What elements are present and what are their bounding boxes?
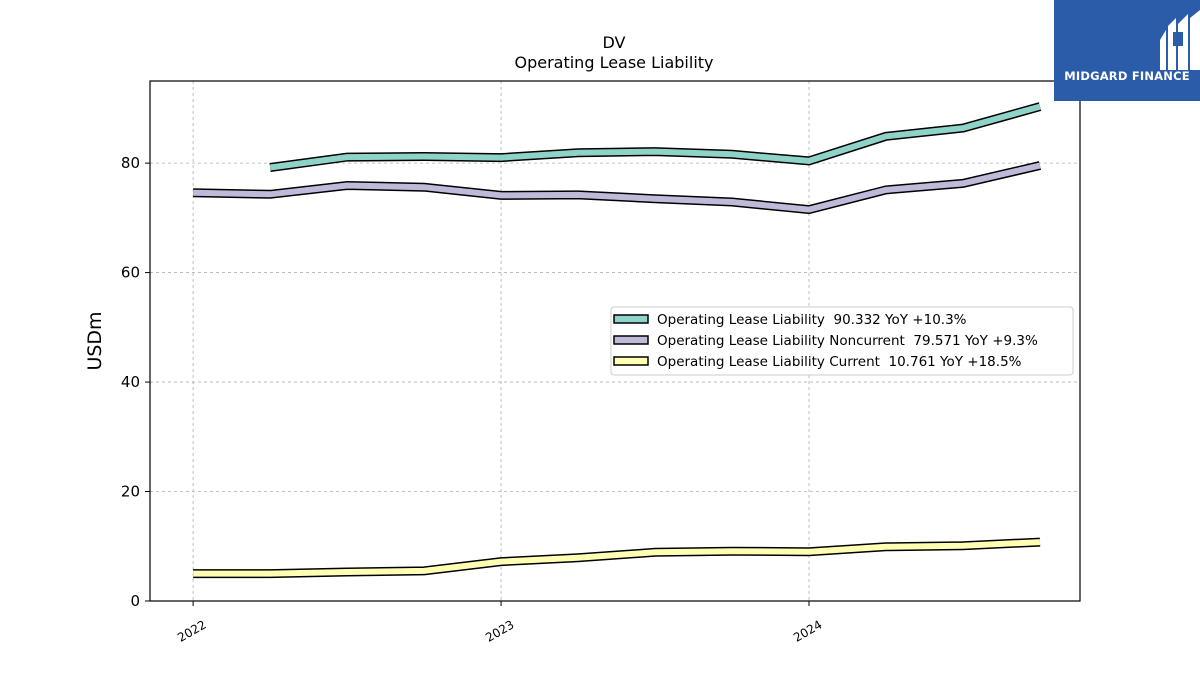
y-tick-label: 40 <box>121 373 140 391</box>
y-tick-label: 60 <box>121 264 140 282</box>
y-tick-label: 0 <box>130 592 140 610</box>
legend-label: Operating Lease Liability 90.332 YoY +10… <box>657 312 967 328</box>
brand-logo: MIDGARD FINANCE <box>1054 0 1200 101</box>
legend-box <box>610 306 1074 376</box>
chart-title: DV <box>603 33 626 52</box>
series-line <box>193 539 1041 577</box>
legend-swatch <box>613 356 649 366</box>
y-tick-label: 20 <box>121 483 140 501</box>
y-axis-label: USDm <box>84 311 106 370</box>
x-tick-label: 2023 <box>483 617 516 644</box>
chart-subtitle: Operating Lease Liability <box>514 53 713 72</box>
legend-label: Operating Lease Liability Current 10.761… <box>657 354 1022 370</box>
legend: Operating Lease Liability 90.332 YoY +10… <box>610 306 1074 376</box>
series-layer <box>193 102 1042 579</box>
plot-frame <box>149 80 1081 602</box>
brand-mark-icon <box>1160 10 1200 70</box>
legend-swatch <box>613 335 649 345</box>
legend-swatch <box>613 314 649 324</box>
x-tick-label: 2022 <box>175 617 208 644</box>
legend-label: Operating Lease Liability Noncurrent 79.… <box>657 333 1038 349</box>
series-line <box>269 103 1041 171</box>
x-tick-label: 2024 <box>791 617 824 644</box>
series-line <box>193 162 1041 213</box>
brand-name: MIDGARD FINANCE <box>1064 69 1190 83</box>
y-tick-label: 80 <box>121 154 140 172</box>
